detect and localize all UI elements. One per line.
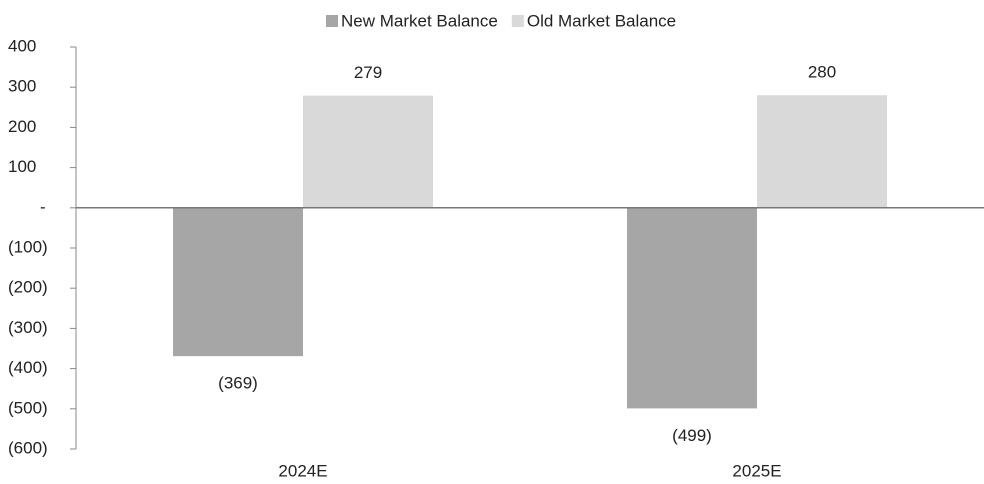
x-tick-label: 2024E	[278, 461, 327, 480]
bar	[757, 95, 887, 208]
bar	[627, 207, 757, 409]
legend-label: Old Market Balance	[527, 11, 676, 30]
bar	[303, 95, 433, 208]
y-tick-label: 400	[8, 36, 36, 55]
value-label: 280	[808, 63, 836, 82]
legend-swatch	[511, 15, 524, 27]
legend-label: New Market Balance	[341, 11, 498, 30]
bar	[173, 207, 303, 357]
legend-swatch	[326, 15, 338, 27]
y-tick-label: (500)	[8, 398, 48, 417]
y-tick-label: 300	[8, 77, 36, 96]
y-tick-label: 100	[8, 157, 36, 176]
y-tick-label: (100)	[8, 237, 48, 256]
y-tick-label: (400)	[8, 358, 48, 377]
value-label: 279	[354, 63, 382, 82]
x-tick-label: 2025E	[732, 461, 781, 480]
y-tick-label: (600)	[8, 438, 48, 457]
y-tick-label: (200)	[8, 278, 48, 297]
value-label: (499)	[672, 426, 712, 445]
value-label: (369)	[218, 374, 258, 393]
y-tick-label: (300)	[8, 318, 48, 337]
y-tick-label: -	[40, 197, 46, 216]
y-tick-label: 200	[8, 117, 36, 136]
